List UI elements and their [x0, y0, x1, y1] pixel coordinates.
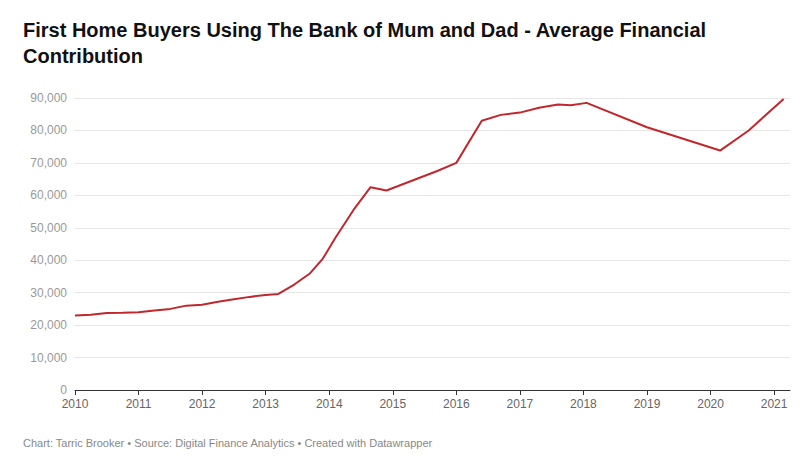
svg-text:2010: 2010	[62, 397, 89, 411]
svg-text:2017: 2017	[507, 397, 534, 411]
svg-text:Contribution: Contribution	[23, 45, 143, 67]
svg-text:2011: 2011	[126, 397, 152, 411]
svg-text:60,000: 60,000	[30, 188, 67, 202]
svg-text:2012: 2012	[189, 397, 216, 411]
svg-text:70,000: 70,000	[30, 156, 67, 170]
svg-text:2020: 2020	[697, 397, 724, 411]
svg-text:80,000: 80,000	[30, 123, 67, 137]
svg-text:2021: 2021	[761, 397, 788, 411]
svg-text:10,000: 10,000	[30, 351, 67, 365]
svg-text:First Home Buyers Using The Ba: First Home Buyers Using The Bank of Mum …	[23, 19, 712, 41]
svg-text:2015: 2015	[379, 397, 406, 411]
svg-text:2019: 2019	[634, 397, 661, 411]
svg-text:0: 0	[60, 383, 67, 397]
svg-text:Chart: Tarric Brooker • Source: Chart: Tarric Brooker • Source: Digital …	[23, 437, 433, 449]
svg-text:2016: 2016	[443, 397, 470, 411]
svg-text:30,000: 30,000	[30, 286, 67, 300]
svg-text:40,000: 40,000	[30, 253, 67, 267]
svg-text:50,000: 50,000	[30, 221, 67, 235]
svg-text:2018: 2018	[570, 397, 597, 411]
svg-text:90,000: 90,000	[30, 91, 67, 105]
svg-text:2014: 2014	[316, 397, 343, 411]
svg-text:20,000: 20,000	[30, 318, 67, 332]
svg-text:2013: 2013	[252, 397, 279, 411]
